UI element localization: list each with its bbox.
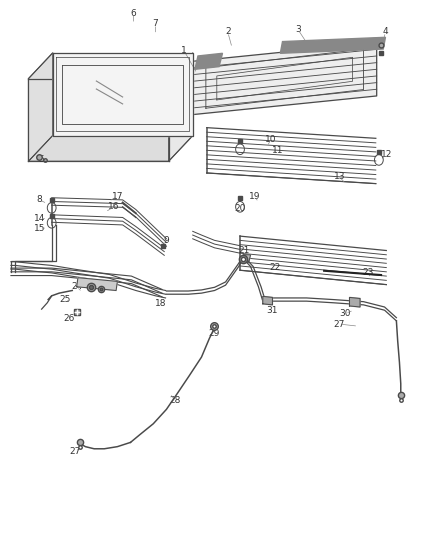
- Polygon shape: [263, 296, 272, 305]
- Text: 24: 24: [71, 282, 82, 291]
- Text: 28: 28: [170, 397, 181, 405]
- Text: 3: 3: [295, 25, 301, 34]
- Polygon shape: [193, 43, 377, 115]
- Polygon shape: [242, 255, 251, 262]
- Polygon shape: [77, 278, 117, 290]
- Text: 10: 10: [265, 135, 276, 144]
- Text: 16: 16: [108, 203, 120, 211]
- Polygon shape: [350, 297, 360, 307]
- Text: 5: 5: [39, 156, 45, 164]
- Text: 30: 30: [339, 309, 351, 318]
- Text: 18: 18: [155, 300, 167, 308]
- Text: 27: 27: [70, 448, 81, 456]
- Polygon shape: [195, 53, 223, 69]
- Text: 15: 15: [34, 224, 45, 232]
- Text: 12: 12: [381, 150, 392, 159]
- Text: 13: 13: [334, 173, 345, 181]
- Polygon shape: [28, 135, 193, 161]
- Text: 11: 11: [272, 146, 284, 155]
- Text: 9: 9: [163, 237, 170, 245]
- Text: 20: 20: [234, 205, 246, 213]
- Text: 14: 14: [34, 214, 45, 223]
- Polygon shape: [280, 37, 385, 53]
- Text: 25: 25: [59, 295, 71, 304]
- Text: 7: 7: [152, 20, 159, 28]
- Text: 21: 21: [239, 246, 250, 255]
- Text: 8: 8: [36, 196, 42, 204]
- Text: 26: 26: [64, 314, 75, 323]
- Text: 31: 31: [267, 306, 278, 314]
- Text: 23: 23: [362, 269, 374, 277]
- Text: 17: 17: [112, 192, 123, 200]
- Text: 22: 22: [269, 263, 281, 272]
- Text: 2: 2: [225, 28, 230, 36]
- Text: 29: 29: [208, 329, 219, 337]
- Text: 1: 1: [181, 46, 187, 55]
- Polygon shape: [53, 53, 193, 135]
- Text: 6: 6: [131, 9, 137, 18]
- Text: 19: 19: [249, 192, 261, 200]
- Polygon shape: [28, 53, 53, 161]
- Polygon shape: [169, 53, 193, 161]
- Text: 27: 27: [334, 320, 345, 328]
- Text: 4: 4: [383, 28, 388, 36]
